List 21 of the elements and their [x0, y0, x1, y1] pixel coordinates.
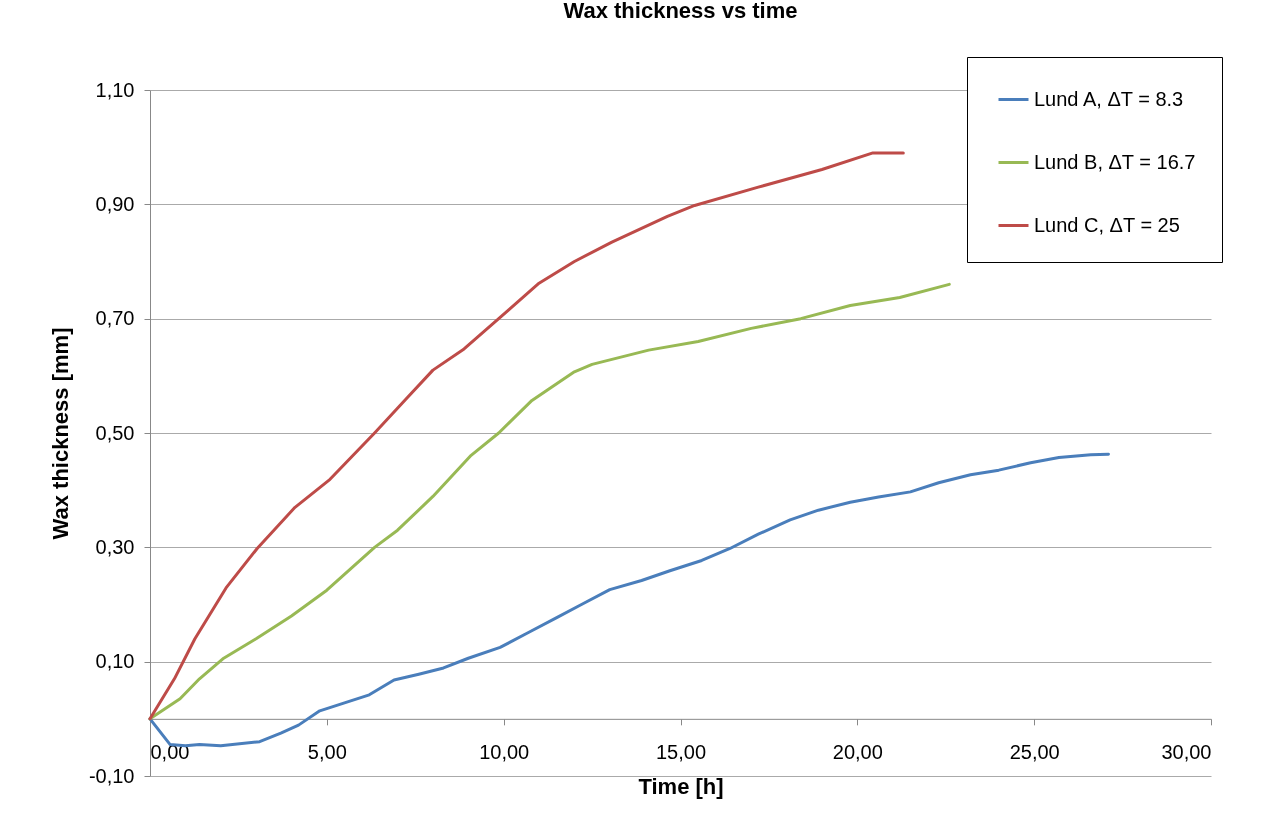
x-tick-label: 5,00: [307, 741, 347, 764]
x-axis-title: Time [h]: [638, 774, 724, 800]
legend-label: Lund B, ΔT = 16.7: [1034, 150, 1196, 173]
x-tick-label: 30,00: [1161, 741, 1212, 764]
x-tick-label: 10,00: [479, 741, 530, 764]
line-series: [148, 282, 951, 721]
y-axis-title: Wax thickness [mm]: [47, 327, 73, 540]
y-tick-label: 0,50: [95, 421, 135, 444]
y-tick-label: 0,30: [95, 535, 135, 558]
line-series: [148, 151, 905, 721]
x-tick-label: 15,00: [655, 741, 707, 764]
chart-title: Wax thickness vs time: [563, 0, 798, 23]
legend-label: Lund A, ΔT = 8.3: [1034, 87, 1184, 110]
x-tick-label: 25,00: [1009, 741, 1060, 764]
y-tick-label: 0,70: [95, 307, 135, 330]
y-tick-label: -0,10: [88, 764, 135, 787]
x-tick-label: 20,00: [832, 741, 883, 764]
legend-label: Lund C, ΔT = 25: [1034, 213, 1180, 236]
y-tick-label: 0,90: [95, 192, 135, 215]
y-tick-label: 0,10: [95, 650, 135, 673]
y-tick-label: 1,10: [95, 78, 135, 101]
